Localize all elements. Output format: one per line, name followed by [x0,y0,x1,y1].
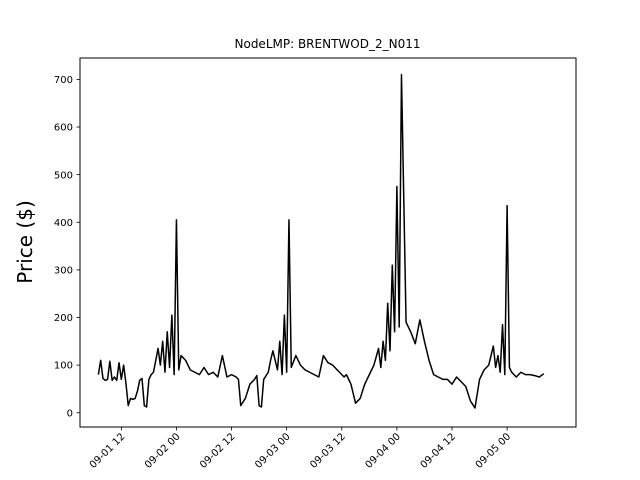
x-tick-label: 09-01 12 [88,431,128,471]
x-tick-label: 09-03 00 [253,431,293,471]
x-tick-label: 09-02 12 [198,431,238,471]
x-tick-label: 09-05 00 [474,431,514,471]
y-tick-label: 700 [54,75,73,86]
y-tick-label: 100 [54,361,73,372]
x-tick-label: 09-04 00 [363,431,403,471]
y-tick-label: 500 [54,170,73,181]
x-axis-ticks: 09-01 12 09-02 00 09-02 12 09-03 00 09-03 12… [88,427,513,471]
y-tick-label: 200 [54,313,73,324]
y-tick-label: 400 [54,218,73,229]
y-axis-ticks: 0 100 200 300 400 500 600 700 [54,75,80,419]
chart-title: NodeLMP: BRENTWOD_2_N011 [235,37,421,51]
x-tick-label: 09-04 12 [419,431,459,471]
y-tick-label: 0 [67,408,73,419]
y-tick-label: 300 [54,265,73,276]
x-tick-label: 09-02 00 [143,431,183,471]
y-axis-label: Price ($) [13,200,37,283]
plot-frame [79,57,577,428]
y-tick-label: 600 [54,123,73,134]
series-line-0 [97,73,545,409]
x-tick-label: 09-03 12 [308,431,348,471]
plot-content [97,73,545,409]
